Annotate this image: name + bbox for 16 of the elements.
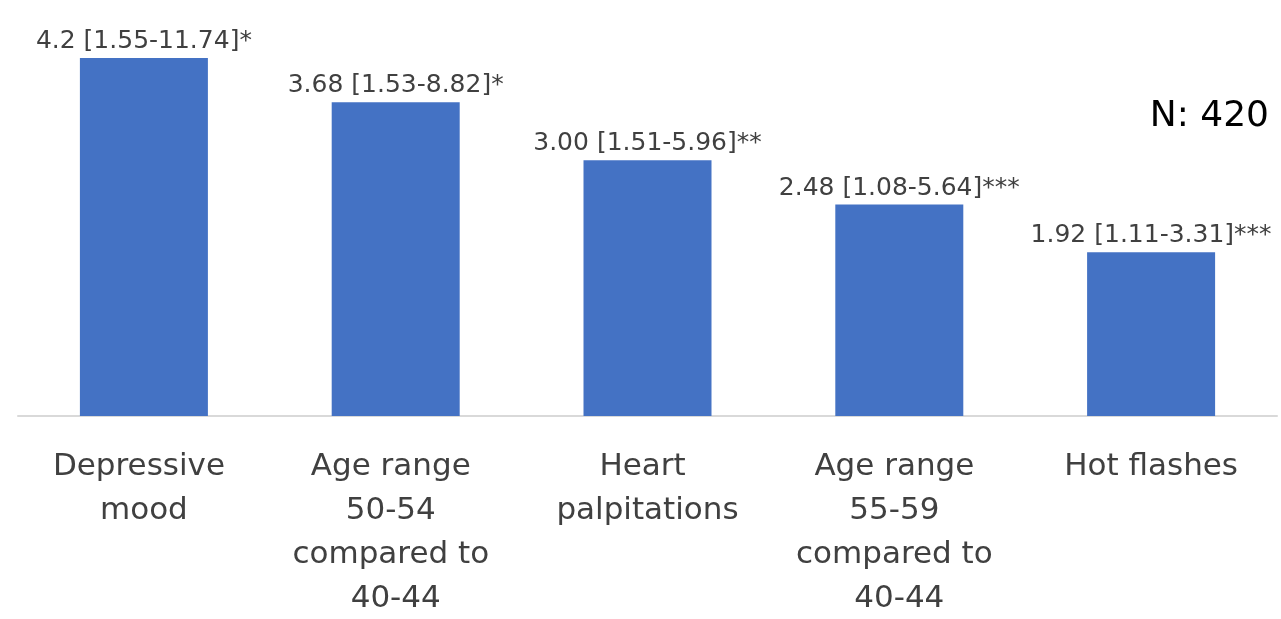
data-label: 1.92 [1.11-3.31]*** xyxy=(1030,219,1272,249)
bar xyxy=(1087,252,1216,416)
data-label: 3.00 [1.51-5.96]** xyxy=(533,127,762,157)
x-tick-label: Depressive mood xyxy=(52,446,235,526)
bar xyxy=(331,102,460,416)
bar xyxy=(79,58,208,416)
x-tick-label: Age range 55-59 compared to 40-44 xyxy=(796,446,1003,614)
data-label: 3.68 [1.53-8.82]* xyxy=(287,69,504,99)
bar xyxy=(583,160,712,416)
bar xyxy=(835,204,964,416)
x-tick-label: Heart palpitations xyxy=(556,446,739,526)
data-label: 2.48 [1.08-5.64]*** xyxy=(778,171,1020,201)
data-label: 4.2 [1.55-11.74]* xyxy=(35,25,252,54)
x-tick-label: Hot flashes xyxy=(1064,446,1239,482)
x-tick-label: Age range 50-54 compared to 40-44 xyxy=(292,446,499,614)
annotation: N: 420 xyxy=(1149,92,1269,134)
